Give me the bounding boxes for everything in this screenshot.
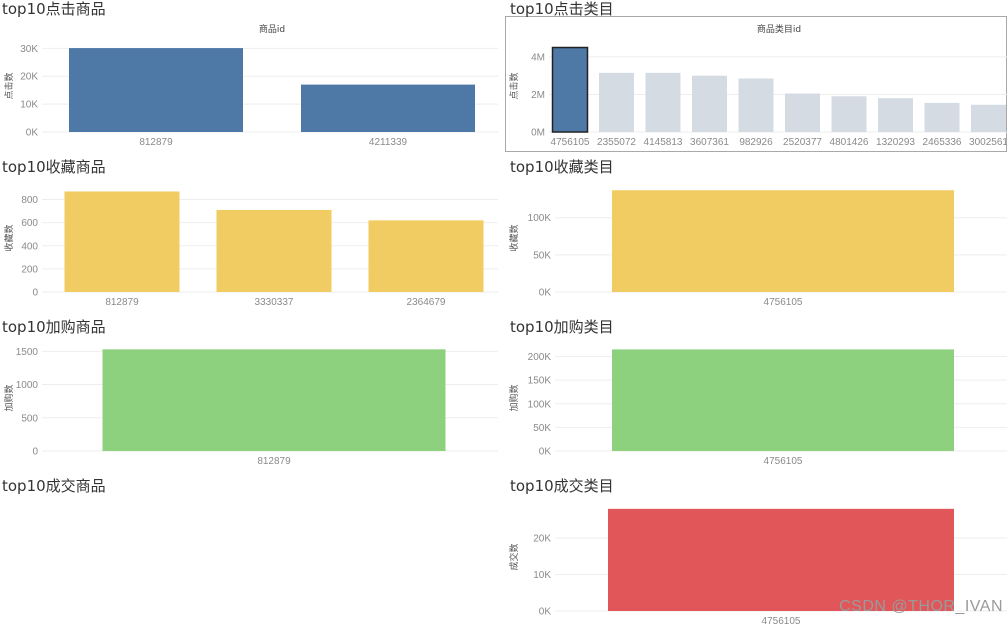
x-tick-label: 4756105	[551, 137, 590, 148]
chart-header: 商品id	[259, 23, 285, 35]
chart-click-categories: 商品类目id 0M 2M 4M 点击数 4756105 2355072 4145813 3607…	[508, 23, 1007, 148]
x-tick-label: 4756105	[764, 297, 803, 308]
bar	[368, 220, 484, 292]
y-tick-label: 0M	[531, 128, 545, 139]
bar	[785, 93, 820, 132]
y-tick-label: 100K	[528, 213, 552, 224]
bar	[612, 349, 954, 451]
bar	[69, 48, 243, 132]
bar	[102, 349, 446, 451]
panel-top10-click-items: top10点击商品 商品id 0K 10K 20K 30K 点击数 812879 421133…	[0, 0, 500, 152]
y-tick-label: 0K	[539, 288, 552, 299]
bar	[645, 72, 681, 132]
x-tick-label: 3002561	[969, 137, 1007, 148]
bar	[599, 72, 634, 132]
bar	[924, 102, 960, 132]
panel-title: top10收藏商品	[2, 158, 106, 176]
panel-top10-cart-items: top10加购商品 0 500 1000 1500 加购数 812879	[0, 318, 500, 470]
x-tick-label: 812879	[257, 456, 291, 467]
watermark: CSDN @THOR_IVAN	[839, 598, 1003, 615]
y-tick-label: 0K	[26, 128, 39, 139]
panel-title: top10点击类目	[510, 0, 614, 18]
y-tick-label: 500	[21, 413, 38, 424]
x-tick-label: 4145813	[644, 137, 683, 148]
bar	[64, 191, 180, 292]
bar	[878, 98, 913, 132]
y-tick-label: 1000	[16, 380, 39, 391]
x-tick-label: 1320293	[876, 137, 915, 148]
y-tick-label: 0K	[539, 607, 552, 618]
bar	[612, 190, 954, 292]
y-tick-label: 200K	[528, 352, 552, 363]
y-axis-title: 成交数	[508, 543, 520, 570]
x-tick-label: 4756105	[762, 616, 801, 624]
panel-title: top10点击商品	[2, 0, 106, 18]
bar	[831, 96, 867, 132]
x-tick-label: 2355072	[597, 137, 636, 148]
y-tick-label: 50K	[533, 250, 551, 261]
y-axis-title: 加购数	[3, 384, 15, 411]
x-tick-label: 3607361	[690, 137, 729, 148]
y-tick-label: 10K	[20, 100, 38, 111]
y-tick-label: 400	[21, 241, 38, 252]
bar	[216, 209, 332, 292]
y-tick-label: 10K	[533, 570, 551, 581]
chart-fav-items: 0 200 400 600 800 收藏数 812879 3330337 2364679	[3, 191, 498, 308]
y-tick-label: 800	[21, 195, 38, 206]
chart-header: 商品类目id	[757, 23, 801, 35]
y-tick-label: 0	[32, 447, 38, 458]
x-tick-label: 4756105	[764, 456, 803, 467]
panel-top10-fav-categories: top10收藏类目 0K 50K 100K 收藏数 4756105	[505, 158, 1007, 310]
y-tick-label: 0	[32, 288, 38, 299]
y-tick-label: 20K	[20, 72, 38, 83]
y-axis-title: 点击数	[508, 72, 520, 99]
x-tick-label: 3330337	[255, 297, 294, 308]
chart-cart-categories: 0K 50K 100K 150K 200K 加购数 4756105	[508, 349, 1007, 467]
y-tick-label: 4M	[531, 52, 545, 63]
panel-title: top10加购商品	[2, 318, 106, 336]
x-tick-label: 2364679	[407, 297, 446, 308]
panel-top10-fav-items: top10收藏商品 0 200 400 600 800 收藏数 812879 3330337 2…	[0, 158, 500, 310]
y-tick-label: 1500	[16, 347, 39, 358]
y-axis-title: 收藏数	[508, 224, 520, 251]
panel-title: top10成交类目	[510, 477, 614, 495]
chart-cart-items: 0 500 1000 1500 加购数 812879	[3, 347, 498, 467]
y-tick-label: 20K	[533, 534, 551, 545]
panel-title: top10成交商品	[2, 477, 106, 495]
panel-title: top10加购类目	[510, 318, 614, 336]
panel-top10-deal-items: top10成交商品	[0, 477, 500, 624]
x-tick-label: 4801426	[830, 137, 869, 148]
y-tick-label: 150K	[528, 376, 552, 387]
panel-top10-cart-categories: top10加购类目 0K 50K 100K 150K 200K 加购数 4756105	[505, 318, 1007, 470]
panel-title: top10收藏类目	[510, 158, 614, 176]
bar	[551, 46, 589, 133]
x-tick-label: 812879	[139, 137, 173, 148]
x-tick-label: 812879	[105, 297, 139, 308]
chart-fav-categories: 0K 50K 100K 收藏数 4756105	[508, 190, 1007, 308]
y-axis-title: 点击数	[3, 72, 15, 99]
x-tick-label: 2465336	[923, 137, 962, 148]
y-tick-label: 600	[21, 218, 38, 229]
x-tick-label: 4211339	[369, 137, 408, 148]
y-tick-label: 30K	[20, 44, 38, 55]
y-tick-label: 200	[21, 264, 38, 275]
chart-click-items: 商品id 0K 10K 20K 30K 点击数 812879 4211339	[3, 23, 498, 148]
bar	[301, 84, 475, 132]
y-tick-label: 100K	[528, 399, 552, 410]
y-tick-label: 2M	[531, 90, 545, 101]
y-tick-label: 0K	[539, 447, 552, 458]
bar	[608, 508, 954, 611]
y-axis-title: 加购数	[508, 384, 520, 411]
y-tick-label: 50K	[533, 423, 551, 434]
chart-deal-categories: 0K 10K 20K 成交数 4756105	[508, 508, 1007, 624]
bar	[971, 104, 1006, 132]
bar	[692, 75, 727, 132]
y-axis-title: 收藏数	[3, 224, 15, 251]
panel-top10-click-categories: top10点击类目 商品类目id 0M 2M 4M 点击数 4756105 2355072 4…	[505, 0, 1007, 152]
bar	[738, 78, 774, 132]
x-tick-label: 2520377	[783, 137, 822, 148]
x-tick-label: 982926	[739, 137, 773, 148]
panel-top10-deal-categories: top10成交类目 0K 10K 20K 成交数 4756105	[505, 477, 1007, 624]
